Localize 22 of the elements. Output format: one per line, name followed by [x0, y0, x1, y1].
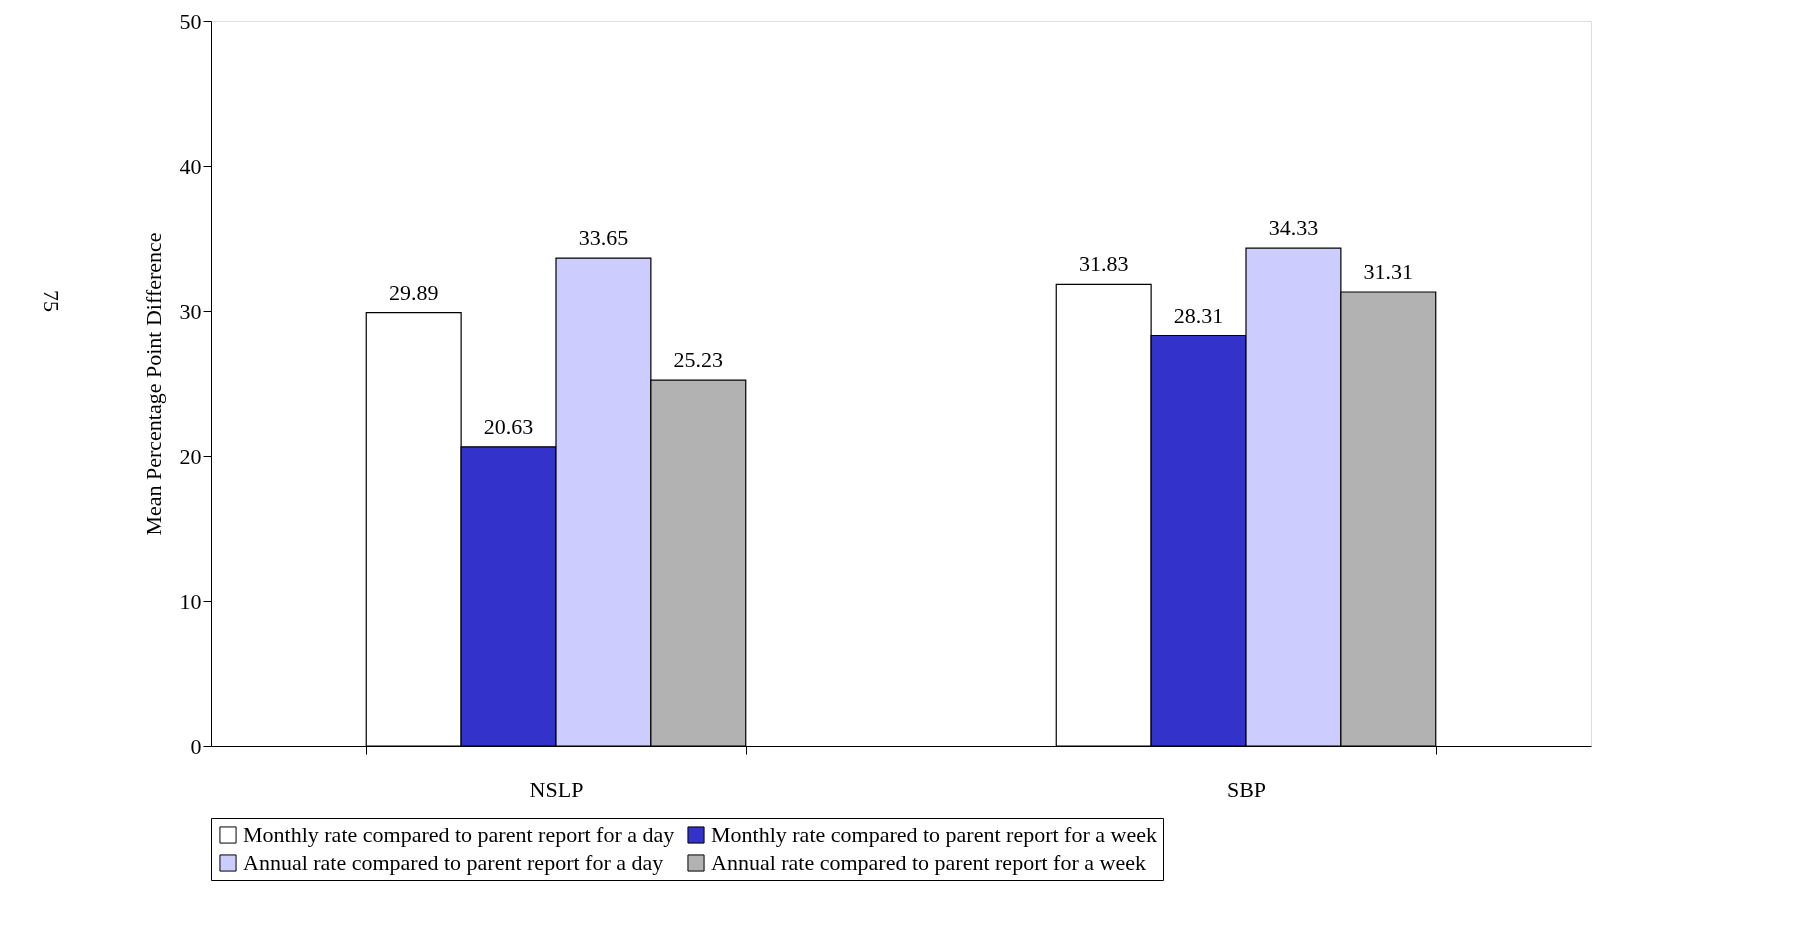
- data-label: 28.31: [1173, 302, 1224, 328]
- y-tick-label: 0: [190, 733, 202, 759]
- y-tick-label: 30: [179, 298, 202, 324]
- data-label: 31.31: [1363, 259, 1414, 285]
- x-tick-label: NSLP: [529, 776, 584, 802]
- y-tick-label: 20: [179, 443, 202, 469]
- y-tick-label: 10: [179, 588, 202, 614]
- data-label: 34.33: [1268, 215, 1319, 241]
- text: 75: [39, 290, 64, 312]
- x-tick-label: SBP: [1226, 776, 1267, 802]
- y-tick-label: 40: [179, 153, 202, 179]
- data-label: 33.65: [578, 225, 629, 251]
- data-label: 31.83: [1078, 251, 1129, 277]
- y-axis-title: Mean Percentage Point Difference: [140, 232, 166, 536]
- legend-label: Annual rate compared to parent report for a week: [711, 850, 1146, 875]
- legend-label: Annual rate compared to parent report for a day: [243, 850, 664, 875]
- legend-label: Monthly rate compared to parent report for a day: [243, 822, 675, 847]
- legend-label: Monthly rate compared to parent report for a week: [711, 822, 1157, 847]
- data-label: 20.63: [483, 413, 534, 439]
- data-label: 29.89: [388, 279, 439, 305]
- data-label: 25.23: [673, 347, 724, 373]
- y-tick-label: 50: [179, 8, 202, 34]
